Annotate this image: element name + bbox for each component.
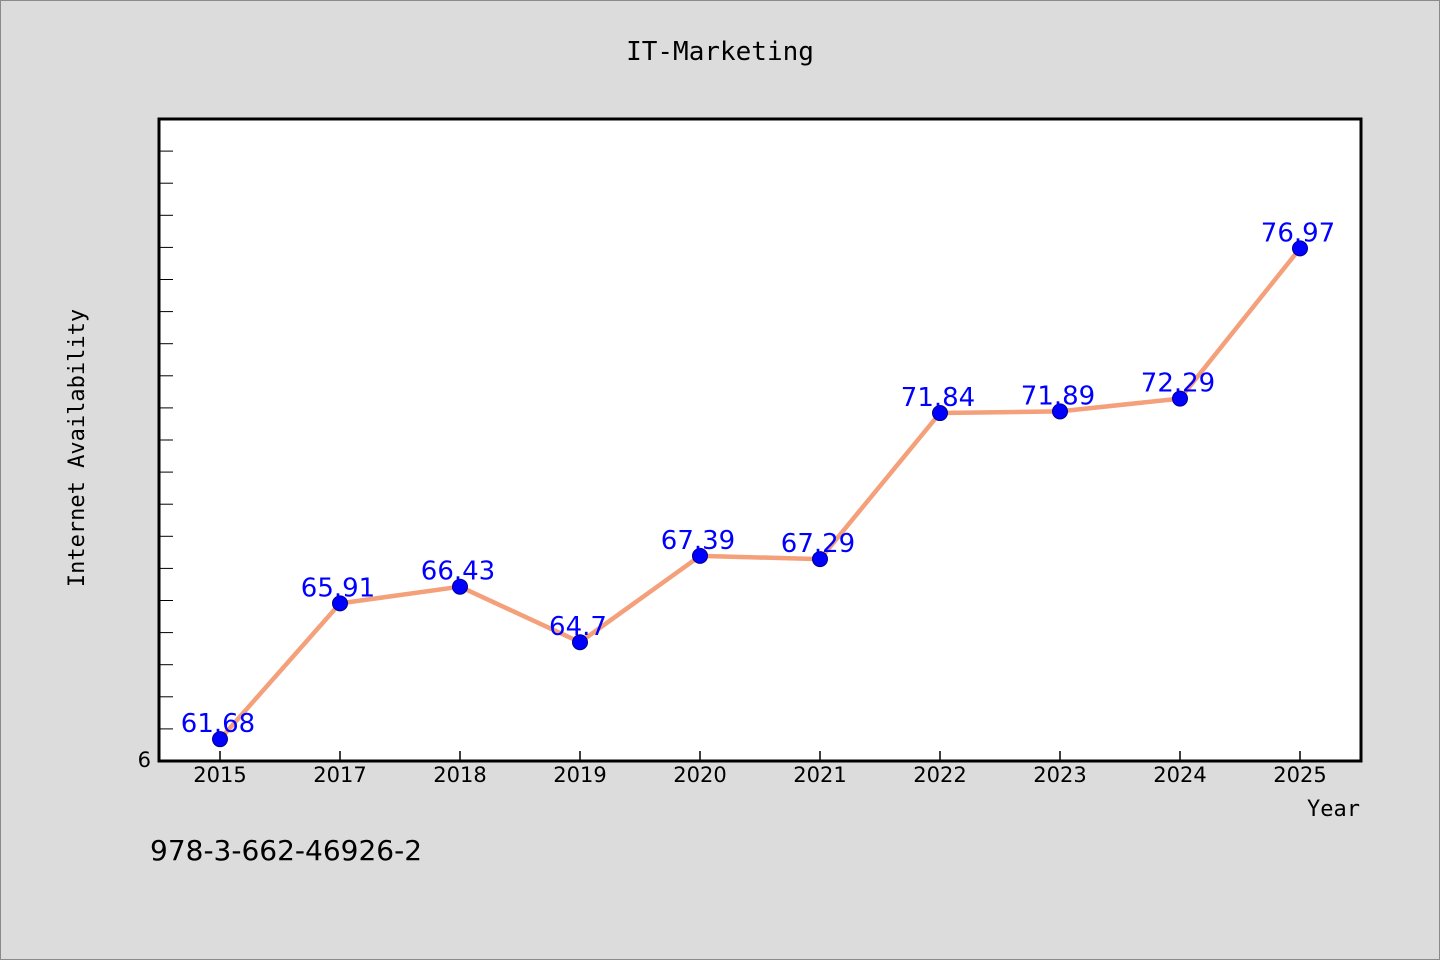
- data-label: 71.84: [901, 383, 975, 413]
- data-labels: 61.68 65.91 66.43 64.7 67.39 67.29 71.84 71.89 7…: [181, 218, 1335, 739]
- y-tick-label: 6: [138, 748, 151, 772]
- data-point: [332, 595, 348, 612]
- x-tick-label: 2017: [313, 763, 366, 787]
- data-label: 65.91: [301, 573, 375, 603]
- x-tick-label: 2024: [1153, 763, 1206, 787]
- data-label: 61.68: [181, 709, 255, 739]
- y-axis-ticks: [159, 150, 173, 730]
- x-tick-label: 2015: [193, 763, 246, 787]
- data-point: [212, 731, 228, 748]
- x-tick-label: 2019: [553, 763, 606, 787]
- series-line: [217, 246, 1303, 742]
- x-tick-label: 2021: [793, 763, 846, 787]
- data-point: [812, 551, 828, 568]
- data-point: [1052, 403, 1068, 420]
- chart-title: IT-Marketing: [626, 37, 814, 67]
- series-markers: [212, 240, 1308, 748]
- x-tick-label: 2020: [673, 763, 726, 787]
- data-point: [572, 634, 588, 651]
- y-axis-label: Internet Availability: [65, 309, 90, 587]
- data-point: [452, 578, 468, 595]
- data-label: 66.43: [421, 557, 495, 587]
- x-tick-label: 2023: [1033, 763, 1086, 787]
- data-point: [932, 405, 948, 422]
- data-label: 71.89: [1021, 381, 1095, 411]
- x-tick-label: 2022: [913, 763, 966, 787]
- data-point: [1292, 240, 1308, 257]
- data-label: 67.39: [661, 526, 735, 556]
- isbn-footer: 978-3-662-46926-2: [150, 834, 423, 867]
- x-axis-label: Year: [1307, 797, 1360, 822]
- x-tick-label: 2025: [1273, 763, 1326, 787]
- plot-area: [157, 117, 1363, 763]
- data-label: 67.29: [781, 529, 855, 559]
- data-label: 64.7: [549, 612, 607, 642]
- data-point: [692, 547, 708, 564]
- x-tick-label: 2018: [433, 763, 486, 787]
- x-axis-ticks: 2015 2017 2018 2019 2020 2021 2022 2023 2024 2025: [193, 751, 1327, 787]
- data-label: 76.97: [1261, 218, 1335, 248]
- data-point: [1172, 390, 1188, 407]
- data-label: 72.29: [1141, 369, 1215, 399]
